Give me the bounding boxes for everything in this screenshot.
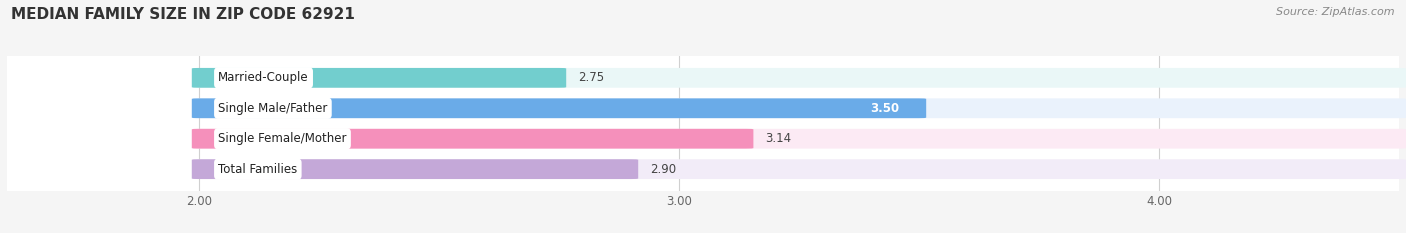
FancyBboxPatch shape xyxy=(191,98,927,118)
Text: Single Male/Father: Single Male/Father xyxy=(218,102,328,115)
Text: 3.14: 3.14 xyxy=(765,132,792,145)
FancyBboxPatch shape xyxy=(191,159,638,179)
Text: Total Families: Total Families xyxy=(218,163,298,176)
FancyBboxPatch shape xyxy=(191,129,1406,149)
FancyBboxPatch shape xyxy=(191,129,754,149)
FancyBboxPatch shape xyxy=(191,159,1406,179)
Text: MEDIAN FAMILY SIZE IN ZIP CODE 62921: MEDIAN FAMILY SIZE IN ZIP CODE 62921 xyxy=(11,7,356,22)
Text: Source: ZipAtlas.com: Source: ZipAtlas.com xyxy=(1277,7,1395,17)
Text: 2.90: 2.90 xyxy=(650,163,676,176)
Text: Married-Couple: Married-Couple xyxy=(218,71,309,84)
Text: 3.50: 3.50 xyxy=(870,102,900,115)
Text: Single Female/Mother: Single Female/Mother xyxy=(218,132,347,145)
Text: 2.75: 2.75 xyxy=(578,71,605,84)
FancyBboxPatch shape xyxy=(191,68,567,88)
FancyBboxPatch shape xyxy=(191,98,1406,118)
FancyBboxPatch shape xyxy=(191,68,1406,88)
